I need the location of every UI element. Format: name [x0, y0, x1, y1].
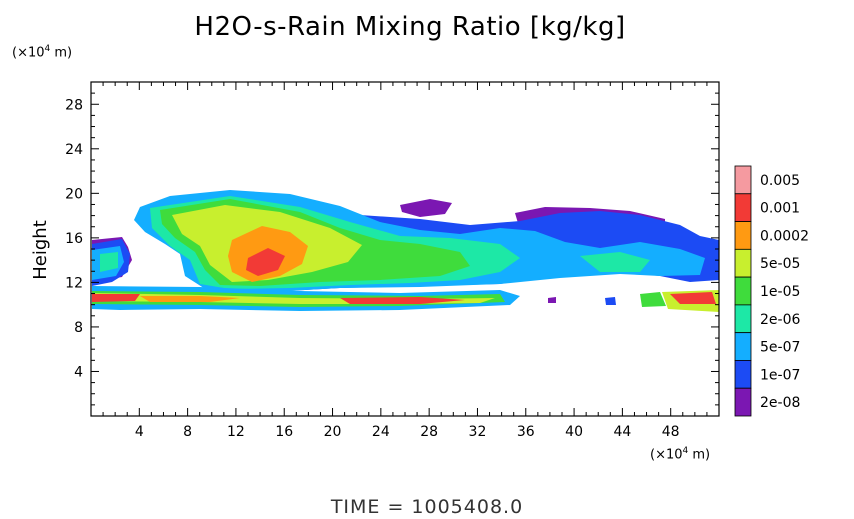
field-patch-right-1: [605, 297, 616, 305]
colorbar-swatch: [734, 387, 752, 417]
colorbar-swatch: [734, 360, 752, 389]
time-footer: TIME = 1005408.0: [330, 496, 524, 518]
y-tick-label: 24: [65, 142, 83, 158]
field-fringe-upper: [400, 199, 452, 217]
colorbar-label: 2e-06: [760, 312, 800, 328]
field-lower-band-red-1: [92, 294, 140, 302]
colorbar-swatch: [734, 276, 752, 306]
x-tick-label: 44: [613, 424, 631, 440]
field-lower-band-red-2: [340, 297, 465, 304]
colorbar-label: 1e-05: [760, 284, 800, 300]
x-tick-label: 8: [183, 424, 192, 440]
x-tick-label: 4: [135, 424, 144, 440]
colorbar-swatch: [734, 193, 752, 222]
y-axis-label: Height: [30, 220, 51, 280]
chart-title: H2O-s-Rain Mixing Ratio [kg/kg]: [194, 12, 626, 42]
field-patch-right-4: [670, 292, 716, 304]
x-tick-label: 32: [469, 424, 487, 440]
x-tick-label: 16: [275, 424, 293, 440]
colorbar-swatch: [734, 332, 752, 361]
field-layer-red-core: [246, 248, 285, 276]
colorbar-label: 0.005: [760, 173, 800, 189]
y-tick-label: 28: [65, 97, 83, 113]
colorbar-swatch: [734, 221, 752, 250]
colorbar-label: 0.0002: [760, 228, 809, 244]
field-patch-right-2: [640, 292, 666, 307]
y-tick-label: 20: [65, 186, 83, 202]
x-tick-label: 48: [662, 424, 680, 440]
y-tick-label: 8: [74, 320, 83, 336]
colorbar-swatch: [734, 165, 752, 195]
field-lower-band-orange: [140, 296, 240, 302]
colorbar: 0.005 0.001 0.0002 5e-05 1e-05 2e-06 5e-07 1e-0…: [734, 165, 809, 417]
colorbar-label: 2e-08: [760, 395, 800, 411]
colorbar-label: 5e-07: [760, 340, 800, 356]
y-tick-label: 16: [65, 231, 83, 247]
x-tick-label: 40: [565, 424, 583, 440]
y-tick-label: 12: [65, 275, 83, 291]
colorbar-swatch: [734, 248, 752, 278]
x-axis-unit: (×104 m): [650, 446, 711, 463]
x-tick-label: 20: [324, 424, 342, 440]
y-axis-unit: (×104 m): [12, 44, 73, 61]
x-tick-label: 36: [517, 424, 535, 440]
colorbar-label: 0.001: [760, 201, 800, 217]
colorbar-label: 1e-07: [760, 367, 800, 383]
x-tick-label: 24: [372, 424, 390, 440]
mixing-ratio-field: [92, 190, 719, 312]
y-tick-label: 4: [74, 364, 83, 380]
x-tick-label: 28: [420, 424, 438, 440]
colorbar-swatch: [734, 304, 752, 334]
x-tick-label: 12: [227, 424, 245, 440]
field-patch-right-5: [548, 297, 556, 303]
colorbar-label: 5e-05: [760, 256, 800, 272]
